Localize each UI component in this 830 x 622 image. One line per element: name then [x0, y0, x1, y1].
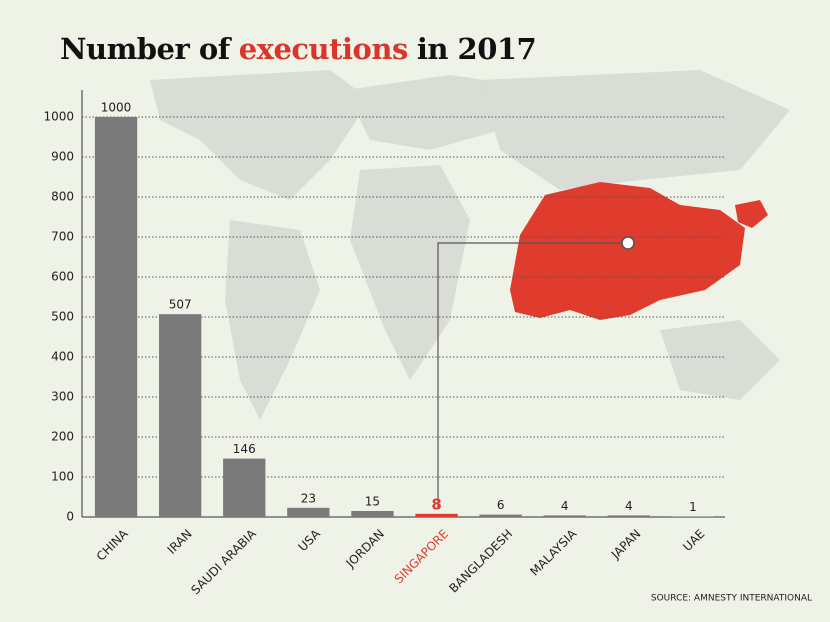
x-tick-label: SAUDI ARABIA — [188, 526, 259, 597]
x-tick-label: MALAYSIA — [527, 526, 580, 579]
singapore-map — [510, 182, 745, 320]
chart-title: Number of executions in 2017 — [60, 32, 545, 66]
value-label: 8 — [431, 495, 441, 513]
y-tick-label: 100 — [51, 470, 74, 484]
x-tick-label: CHINA — [94, 526, 131, 563]
connector-line — [437, 242, 628, 508]
y-tick-label: 900 — [51, 150, 74, 164]
value-label: 146 — [233, 442, 256, 456]
bar — [158, 314, 202, 517]
bar — [479, 514, 522, 517]
source: SOURCE: AMNESTY INTERNATIONAL — [651, 594, 812, 604]
bar — [543, 515, 586, 517]
value-label: 1 — [689, 500, 697, 514]
title-part: executions — [238, 32, 409, 66]
title-part: in 2017 — [416, 32, 537, 66]
title-part: Number of — [60, 32, 230, 66]
bar — [94, 117, 138, 517]
x-tick-label: IRAN — [165, 527, 195, 557]
value-label: 4 — [625, 499, 633, 513]
bar — [287, 507, 330, 517]
x-tick-label: BANGLADESH — [446, 527, 515, 596]
x-tick-label: SINGAPORE — [392, 527, 452, 587]
y-tick-label: 0 — [66, 510, 74, 524]
world-map — [150, 70, 790, 420]
bar — [223, 458, 266, 517]
bar — [415, 513, 458, 517]
y-tick-label: 600 — [51, 270, 74, 284]
value-label: 507 — [169, 298, 192, 312]
value-label: 23 — [301, 491, 316, 505]
y-tick-label: 1000 — [43, 110, 74, 124]
x-tick-label: UAE — [680, 527, 707, 554]
bar — [607, 515, 651, 517]
y-tick-label: 300 — [51, 390, 74, 404]
x-tick-label: USA — [295, 526, 323, 554]
y-tick-label: 800 — [51, 190, 74, 204]
x-tick-label: JAPAN — [608, 527, 643, 562]
singapore-island — [735, 200, 768, 228]
connector-dot — [621, 236, 635, 250]
x-tick-label: JORDAN — [343, 527, 387, 571]
bar — [351, 511, 394, 517]
y-tick-label: 400 — [51, 350, 74, 364]
value-label: 1000 — [101, 101, 132, 115]
y-tick-label: 500 — [51, 310, 74, 324]
value-label: 4 — [561, 499, 569, 513]
y-tick-label: 200 — [51, 430, 74, 444]
value-label: 15 — [365, 495, 380, 509]
value-label: 6 — [497, 498, 505, 512]
y-tick-label: 700 — [51, 230, 74, 244]
